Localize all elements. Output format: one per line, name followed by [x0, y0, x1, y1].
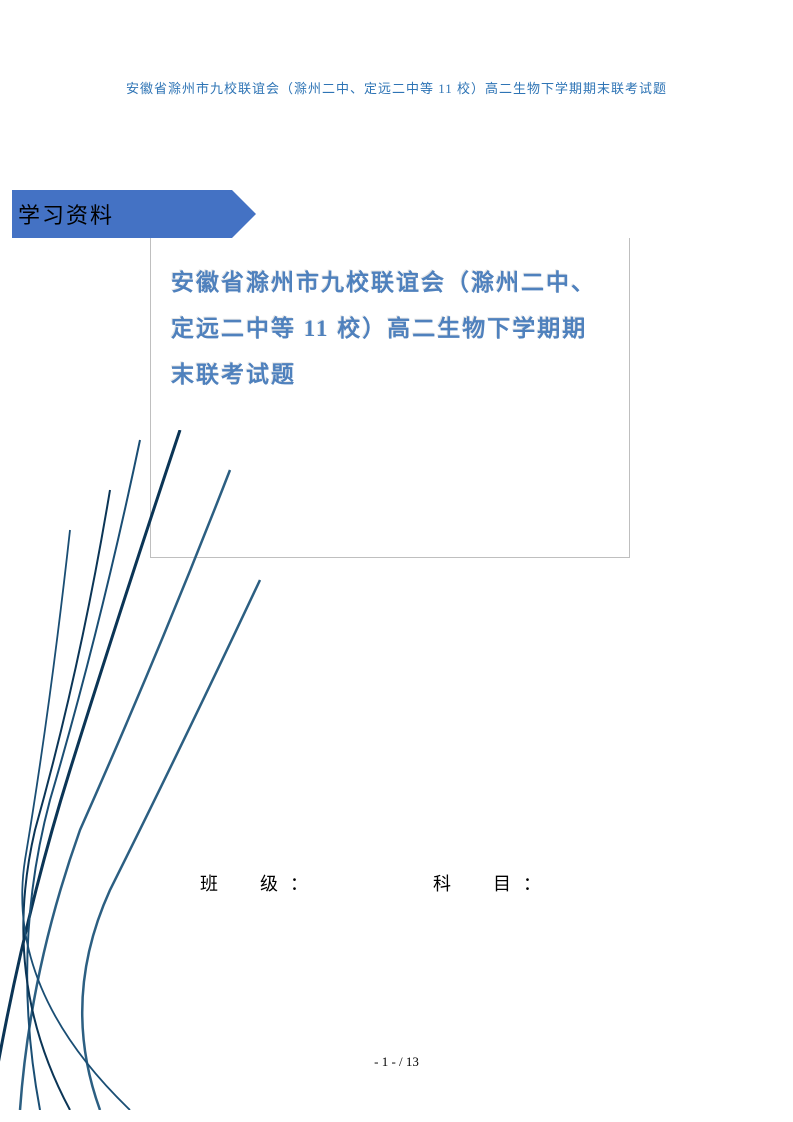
page-prefix: - — [374, 1054, 382, 1069]
curve-6 — [22, 530, 130, 1110]
page-header: 安徽省滁州市九校联谊会（滁州二中、定远二中等 11 校）高二生物下学期期末联考试… — [0, 78, 793, 97]
page-sep: / — [396, 1054, 406, 1069]
title-box: 安徽省滁州市九校联谊会（滁州二中、定远二中等 11 校）高二生物下学期期末联考试… — [150, 238, 630, 558]
curve-5 — [82, 580, 260, 1110]
subject-label: 科 目： — [433, 874, 553, 894]
page-suffix: - — [388, 1054, 396, 1069]
header-text: 安徽省滁州市九校联谊会（滁州二中、定远二中等 11 校）高二生物下学期期末联考试… — [126, 81, 667, 96]
page-footer: - 1 - / 13 — [0, 1054, 793, 1070]
page-total: 13 — [406, 1054, 419, 1069]
document-title: 安徽省滁州市九校联谊会（滁州二中、定远二中等 11 校）高二生物下学期期末联考试… — [171, 260, 609, 398]
class-label: 班 级： — [200, 874, 320, 894]
banner-ribbon: 学习资料 — [12, 190, 232, 238]
form-fields: 班 级： 科 目： — [200, 870, 553, 896]
curve-2 — [20, 470, 230, 1110]
curve-4 — [23, 490, 110, 1110]
banner-label: 学习资料 — [18, 198, 114, 230]
curve-3 — [27, 440, 140, 1110]
